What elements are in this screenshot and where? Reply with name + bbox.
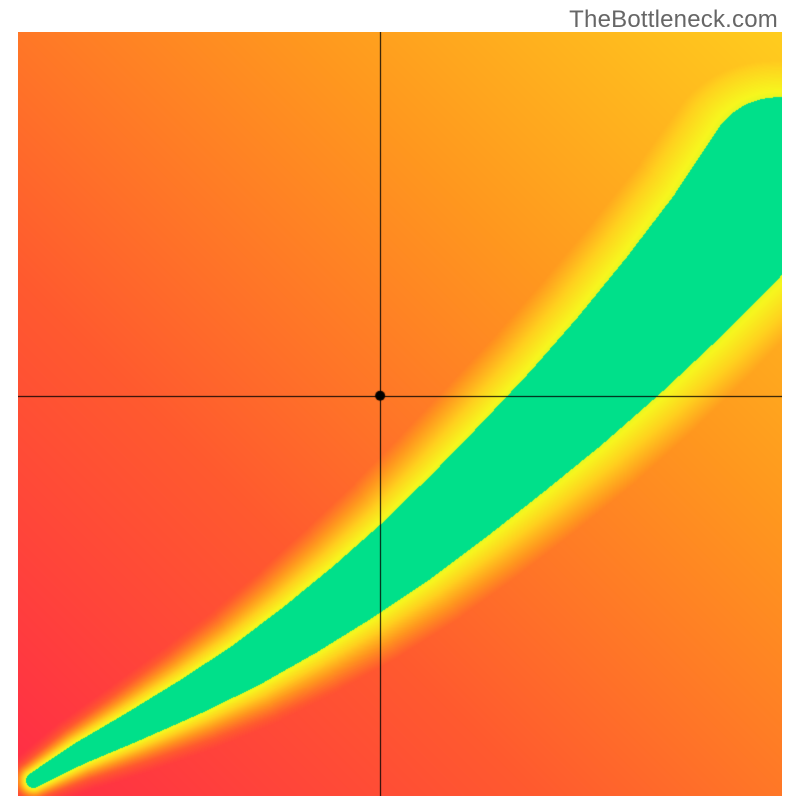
bottleneck-heatmap [18,32,782,796]
chart-container: TheBottleneck.com [0,0,800,800]
watermark-text: TheBottleneck.com [569,6,778,34]
